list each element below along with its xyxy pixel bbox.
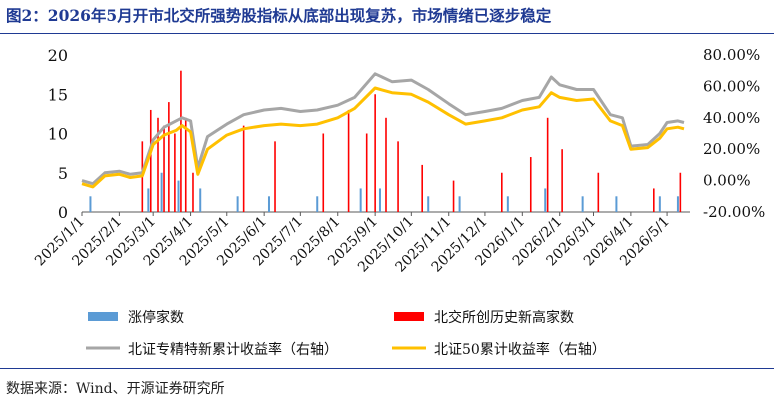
return-lines — [81, 72, 685, 189]
title-rule — [0, 33, 774, 34]
bar — [160, 172, 163, 212]
bar — [267, 196, 270, 212]
legend-swatch — [88, 312, 118, 321]
bar — [236, 196, 239, 212]
bar — [177, 180, 180, 212]
bar — [89, 196, 92, 212]
bar — [180, 70, 182, 212]
series-line — [81, 72, 685, 186]
bar — [147, 188, 150, 212]
bar — [581, 196, 584, 212]
bar — [192, 172, 194, 212]
right-tick-label: 0.00% — [703, 172, 751, 190]
bar — [653, 188, 655, 212]
bar — [561, 149, 563, 212]
bar — [347, 109, 350, 212]
bar — [199, 188, 202, 212]
bar — [421, 164, 423, 212]
bar — [501, 172, 503, 212]
bar — [546, 117, 549, 212]
right-tick-label: -20.00% — [703, 203, 765, 221]
left-tick-label: 0 — [58, 203, 68, 222]
new-high-bars — [141, 70, 682, 212]
bottom-rule — [0, 368, 774, 369]
left-tick-label: 10 — [48, 125, 68, 144]
bar — [615, 196, 618, 212]
bar — [184, 117, 187, 212]
bar — [658, 196, 661, 212]
bar — [506, 196, 509, 212]
bar — [168, 102, 170, 212]
right-axis-ticks: -20.00% 0.00% 20.00% 40.00% 60.00% 80.00% — [703, 46, 765, 221]
bar — [385, 117, 387, 212]
bar — [359, 188, 362, 212]
limit-up-bars — [89, 172, 679, 212]
bar — [322, 133, 325, 212]
left-axis-ticks: 0 5 10 15 20 — [48, 46, 68, 222]
bar — [597, 172, 600, 212]
legend-label: 北证50累计收益率（右轴） — [434, 341, 606, 358]
bar — [529, 157, 532, 212]
x-axis-ticks: 2025/1/12025/2/12025/3/12025/4/12025/5/1… — [32, 212, 673, 276]
right-tick-label: 20.00% — [703, 140, 760, 158]
bar — [427, 196, 430, 212]
left-tick-label: 5 — [58, 164, 68, 183]
legend-label: 北证专精特新累计收益率（右轴） — [128, 341, 338, 358]
bar — [149, 109, 152, 212]
bar — [242, 125, 245, 212]
bar — [458, 196, 461, 212]
right-tick-label: 60.00% — [703, 77, 760, 95]
left-tick-label: 20 — [48, 46, 68, 65]
bar — [157, 117, 159, 212]
bar — [378, 188, 381, 212]
legend-label: 涨停家数 — [128, 309, 184, 326]
source-note: 数据来源：Wind、开源证券研究所 — [6, 381, 225, 397]
bar — [544, 188, 547, 212]
chart-title: 图2：2026年5月开市北交所强势股指标从底部出现复苏，市场情绪已逐步稳定 — [6, 6, 552, 25]
bar — [163, 125, 165, 212]
legend-label: 北交所创历史新高家数 — [434, 309, 574, 326]
bar — [397, 141, 399, 212]
bar — [374, 94, 376, 212]
bar — [452, 180, 455, 212]
bar — [676, 196, 679, 212]
right-tick-label: 80.00% — [703, 46, 760, 64]
series-line — [81, 86, 685, 189]
bar — [679, 172, 682, 212]
left-tick-label: 15 — [48, 85, 68, 104]
bar — [274, 141, 276, 212]
bar — [316, 196, 319, 212]
legend-swatch — [394, 312, 424, 321]
right-tick-label: 40.00% — [703, 109, 760, 127]
bar — [174, 133, 176, 212]
bar — [365, 133, 368, 212]
